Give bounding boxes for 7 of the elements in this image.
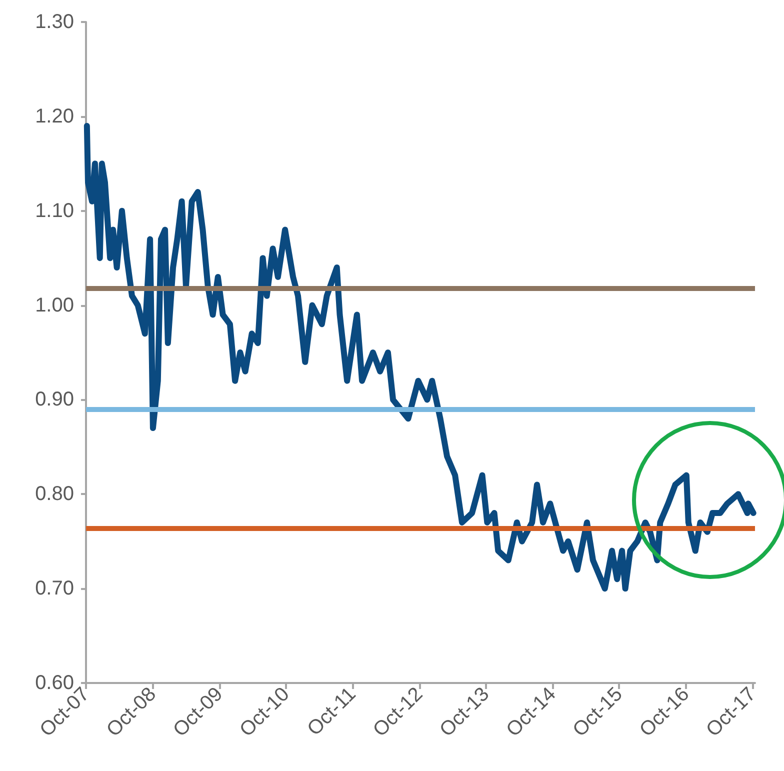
y-tick-label: 1.10 xyxy=(35,200,74,222)
y-tick-label: 1.20 xyxy=(35,105,74,128)
y-tick-label: 0.80 xyxy=(35,483,74,506)
y-tick-label: 0.90 xyxy=(35,388,74,411)
y-tick-label: 0.70 xyxy=(35,578,74,600)
y-tick-label: 1.00 xyxy=(35,294,74,316)
y-tick-label: 1.30 xyxy=(35,11,74,33)
